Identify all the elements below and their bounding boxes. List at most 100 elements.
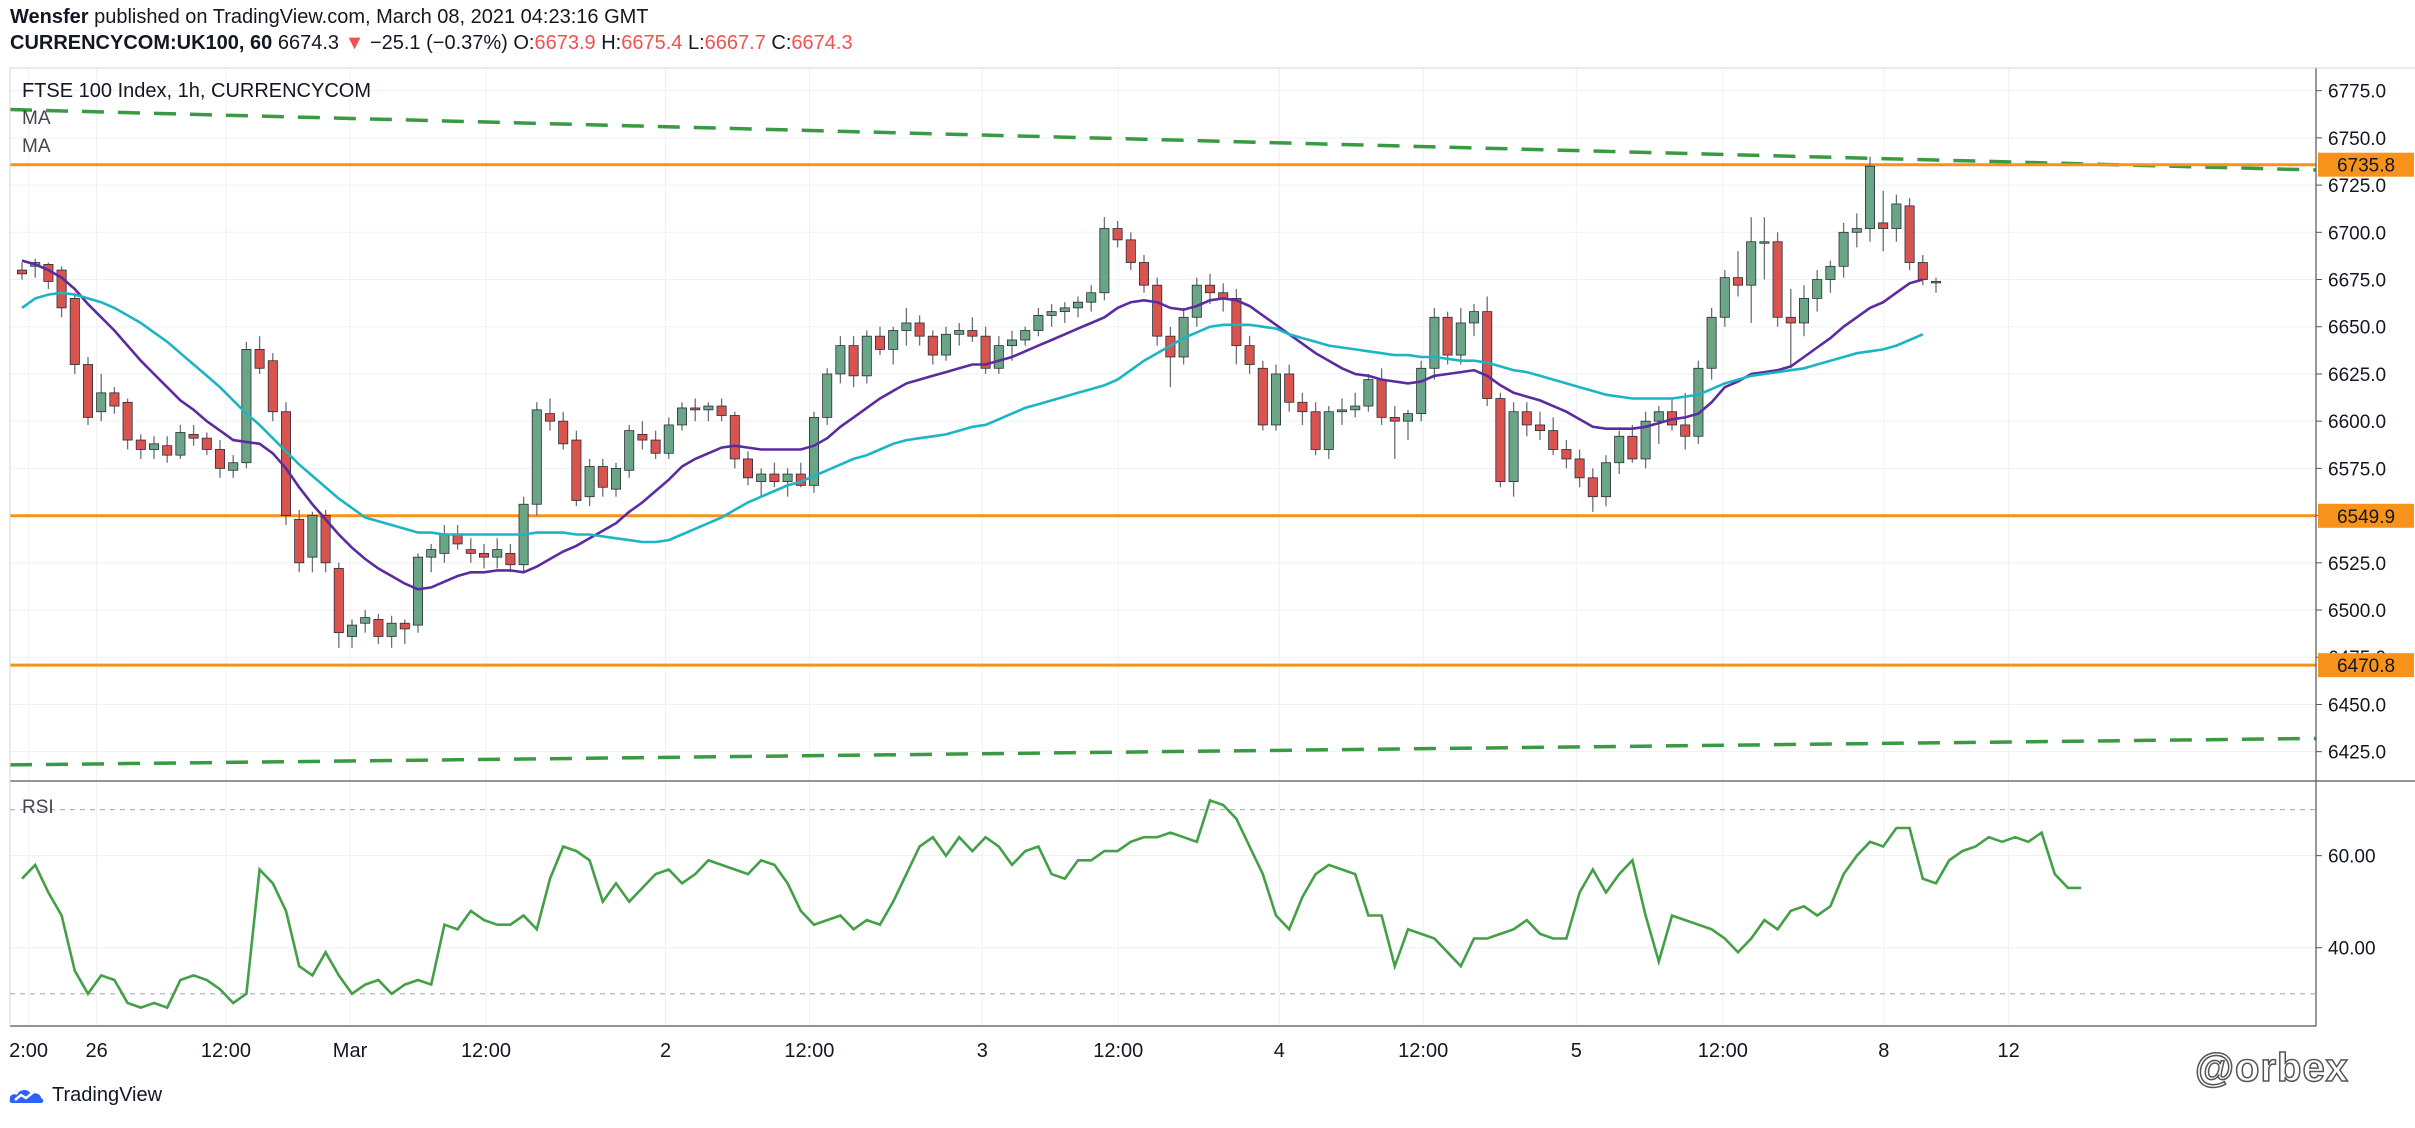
time-tick-label: 12:00	[461, 1040, 511, 1062]
candle-body	[861, 335, 872, 377]
candle-body	[1007, 339, 1018, 347]
candle-body	[1125, 239, 1136, 263]
candle-body	[307, 515, 318, 558]
candle-body	[901, 322, 912, 331]
candle-body	[254, 349, 265, 369]
candle-body	[1865, 165, 1876, 229]
price-tick-label: 6775.0	[2328, 82, 2386, 103]
candle-body	[954, 330, 965, 335]
candle-body	[1561, 449, 1572, 460]
chart-title: FTSE 100 Index, 1h, CURRENCYCOM	[22, 80, 371, 102]
candle-body	[980, 335, 991, 369]
candle-body	[1917, 262, 1928, 280]
candle-body	[175, 432, 186, 456]
time-tick-label: 2	[660, 1040, 671, 1062]
ma-legend-2[interactable]: MA	[22, 136, 51, 157]
level-label-box	[2318, 503, 2414, 528]
dashed-trend-line	[9, 736, 2317, 767]
time-tick-label: 12:00	[1698, 1040, 1748, 1062]
candle-body	[1601, 462, 1612, 498]
candle-body	[611, 467, 622, 490]
time-tick-label: 5	[1571, 1040, 1582, 1062]
candle-body	[1772, 241, 1783, 318]
candle-body	[584, 466, 595, 498]
candle-body	[1350, 405, 1361, 411]
candle-body	[1376, 379, 1387, 418]
close-label: C:	[771, 32, 792, 54]
candle-body	[1310, 411, 1321, 450]
candle-body	[729, 415, 740, 460]
ma-fast-line	[21, 259, 1924, 591]
candle-body	[122, 401, 133, 441]
candle-body	[1403, 413, 1414, 422]
candle-body	[1455, 322, 1466, 356]
candle-body	[1323, 411, 1334, 450]
candle-body	[505, 552, 516, 566]
price-tick-label: 6700.0	[2328, 223, 2386, 244]
candle-body	[294, 518, 305, 564]
low-label: L:	[687, 32, 705, 54]
candle-body	[1086, 292, 1097, 303]
candle-body	[1284, 373, 1295, 403]
candle-body	[927, 335, 938, 356]
candle-body	[412, 556, 423, 626]
candle-body	[1904, 205, 1915, 263]
trend-lines	[9, 107, 2317, 767]
candle-body	[1033, 315, 1044, 331]
candle-body	[545, 413, 556, 422]
time-tick-label: 12:00	[201, 1040, 251, 1062]
candle-body	[83, 364, 94, 418]
candle-body	[1139, 262, 1150, 286]
candle-body	[1257, 367, 1268, 426]
rsi-series	[21, 798, 2082, 1010]
candle-body	[1521, 411, 1532, 426]
candle-body	[478, 552, 489, 558]
candle-body	[228, 462, 239, 471]
candle-body	[1733, 277, 1744, 286]
candle-body	[1825, 265, 1836, 280]
time-tick-label: 12:00	[784, 1040, 834, 1062]
dashed-trend-line	[9, 107, 2317, 172]
close-value: 6674.3	[791, 32, 853, 54]
candle-body	[1878, 222, 1889, 229]
candle-body	[531, 409, 542, 505]
last-price: 6674.3	[277, 32, 340, 54]
candle-body	[333, 568, 344, 634]
grid-lines	[10, 68, 2316, 1026]
candle-body	[1152, 284, 1163, 337]
candle-body	[452, 534, 463, 545]
level-label-box	[2318, 653, 2414, 678]
level-label-text: 6470.8	[2337, 656, 2395, 677]
candle-body	[1416, 367, 1427, 415]
orbex-watermark: @orbex	[2194, 1045, 2349, 1091]
publisher-name[interactable]: Wensfer	[10, 6, 89, 28]
candle-body	[782, 473, 793, 483]
candle-body	[439, 534, 450, 554]
candle-body	[716, 405, 727, 416]
candle-body	[690, 407, 701, 411]
candlestick-series	[16, 156, 1942, 648]
candle-body	[201, 437, 212, 450]
price-tick-label: 6450.0	[2328, 695, 2386, 716]
ma-legend-1[interactable]: MA	[22, 108, 51, 129]
candle-body	[571, 439, 582, 501]
candle-body	[809, 416, 820, 486]
candle-body	[914, 322, 925, 337]
candle-body	[162, 445, 173, 456]
open-value: 6673.9	[534, 32, 596, 54]
candle-body	[597, 466, 608, 488]
candle-body	[346, 624, 357, 637]
candle-body	[1587, 477, 1598, 498]
candle-body	[835, 345, 846, 375]
footer-brand[interactable]: TradingView	[8, 1083, 162, 1107]
candle-body	[1231, 298, 1242, 347]
candle-body	[1191, 284, 1202, 318]
candle-body	[1785, 316, 1796, 324]
price-tick-label: 6575.0	[2328, 459, 2386, 480]
rsi-legend[interactable]: RSI	[22, 797, 54, 818]
candle-body	[426, 549, 437, 558]
candle-body	[1073, 301, 1084, 309]
rsi-bands	[10, 809, 2316, 995]
level-label-box	[2318, 152, 2414, 177]
